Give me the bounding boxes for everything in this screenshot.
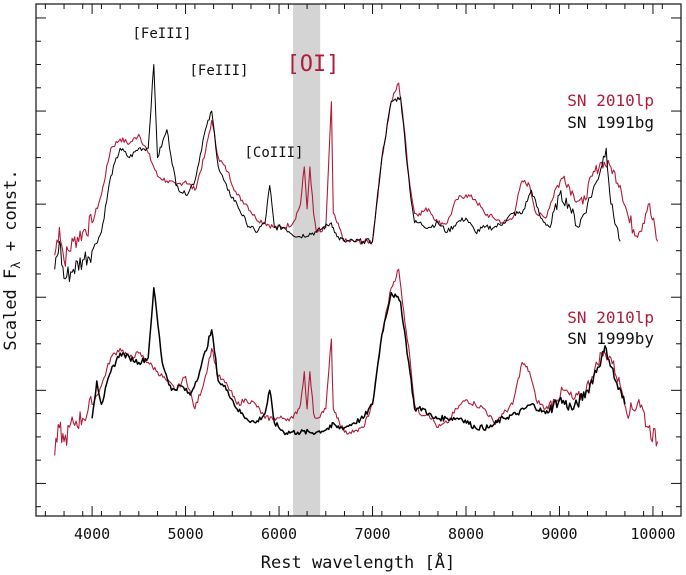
spectrum-line-bottom-comparison — [91, 287, 626, 436]
legend-top-sn2010lp: SN 2010lp — [567, 91, 654, 110]
annotation-oi: [OI] — [287, 52, 340, 77]
x-tick-label: 6000 — [261, 525, 297, 543]
legend-bottom-sn1999by: SN 1999by — [567, 329, 654, 348]
y-axis-title-subscript: λ — [9, 262, 23, 269]
legend-top-sn1991bg: SN 1991bg — [567, 113, 654, 132]
x-ticks: 4000 5000 6000 7000 8000 9000 10000 — [44, 4, 676, 543]
annotation-coiii: [CoIII] — [244, 145, 303, 161]
x-tick-label: 5000 — [168, 525, 204, 543]
plot-frame — [35, 3, 682, 517]
y-ticks — [36, 17, 681, 508]
oi-shaded-band — [293, 4, 321, 516]
legend-bottom-sn2010lp: SN 2010lp — [567, 308, 654, 327]
y-axis-title: Scaled Fλ + const. — [1, 169, 23, 350]
x-tick-label: 4000 — [74, 525, 110, 543]
annotation-feiii-1: [FeIII] — [132, 26, 191, 42]
x-axis-title: Rest wavelength [Å] — [261, 551, 455, 573]
y-axis-title-main: Scaled F — [1, 269, 21, 351]
x-tick-label: 7000 — [354, 525, 390, 543]
x-tick-label: 9000 — [541, 525, 577, 543]
spectrum-line-top-comparison — [54, 64, 621, 282]
y-axis-title-tail: + const. — [1, 169, 21, 261]
spectra-lines — [54, 64, 659, 456]
x-tick-label: 8000 — [448, 525, 484, 543]
annotation-feiii-2: [FeIII] — [189, 63, 248, 79]
x-tick-label: 10000 — [630, 525, 675, 543]
